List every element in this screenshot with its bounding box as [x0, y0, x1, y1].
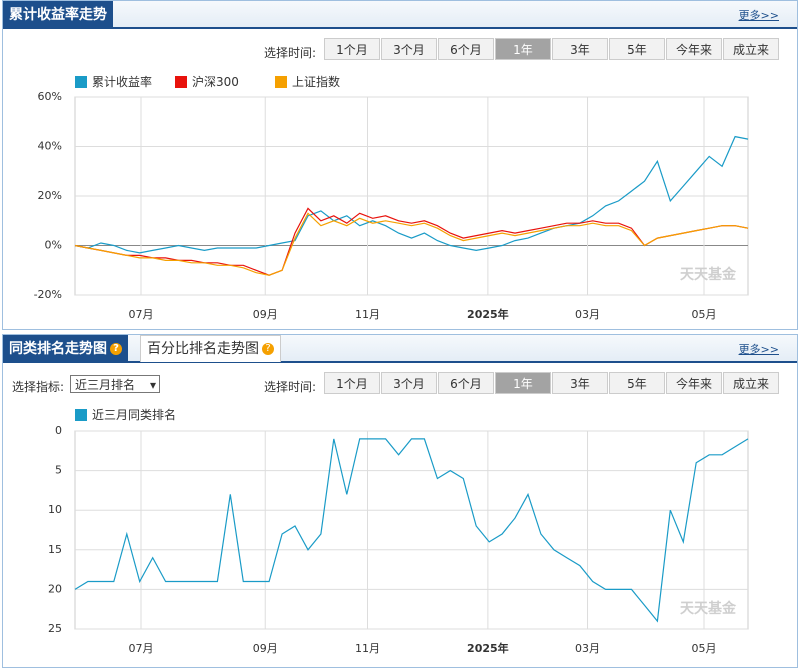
y-tick-label: 5: [55, 464, 62, 477]
panel-returns: 累计收益率走势 更多>>: [2, 0, 798, 330]
time-button[interactable]: 6个月: [438, 38, 494, 60]
indicator-select[interactable]: 近三月排名 ▾: [70, 375, 160, 393]
panel-rank: 同类排名走势图? 百分比排名走势图? 更多>>: [2, 334, 798, 668]
legend-swatch: [175, 75, 187, 88]
time-label: 选择时间:: [264, 46, 317, 60]
help-icon[interactable]: ?: [262, 343, 274, 355]
x-tick-label: 09月: [253, 642, 278, 655]
more-link[interactable]: 更多>>: [738, 9, 779, 22]
help-icon[interactable]: ?: [110, 343, 122, 355]
time-button[interactable]: 成立来: [723, 38, 779, 60]
x-tick-label: 05月: [691, 642, 716, 655]
legend-swatch: [75, 408, 87, 421]
select-arrow: ▾: [149, 378, 156, 392]
tab-percent[interactable]: 百分比排名走势图?: [140, 335, 281, 362]
y-tick-label: 40%: [38, 140, 62, 153]
x-tick-label: 07月: [129, 642, 154, 655]
legend-item[interactable]: 沪深300: [175, 73, 239, 90]
time-button[interactable]: 1年: [495, 372, 551, 394]
x-tick-label: 2025年: [467, 307, 509, 321]
tab-label: 同类排名走势图: [9, 341, 107, 357]
time-button[interactable]: 5年: [609, 38, 665, 60]
time-button[interactable]: 3年: [552, 372, 608, 394]
legend-label: 沪深300: [192, 75, 239, 89]
x-tick-label: 09月: [253, 308, 278, 321]
x-tick-label: 03月: [575, 308, 600, 321]
legend-label: 近三月同类排名: [92, 408, 177, 422]
watermark: 天天基金: [680, 266, 737, 283]
x-tick-label: 07月: [129, 308, 154, 321]
time-button[interactable]: 1个月: [324, 38, 380, 60]
time-button[interactable]: 成立来: [723, 372, 779, 394]
time-button[interactable]: 1个月: [324, 372, 380, 394]
y-tick-label: 0: [55, 424, 62, 437]
time-button[interactable]: 3个月: [381, 38, 437, 60]
time-button[interactable]: 6个月: [438, 372, 494, 394]
tab-label: 百分比排名走势图: [147, 341, 259, 357]
y-tick-label: 20: [48, 582, 62, 595]
legend-label: 上证指数: [292, 75, 341, 89]
plot-frame: [74, 430, 749, 630]
y-tick-label: 0%: [45, 239, 62, 252]
time-button[interactable]: 今年来: [666, 38, 722, 60]
time-button[interactable]: 3个月: [381, 372, 437, 394]
series-line: [74, 212, 749, 276]
x-tick-label: 03月: [575, 642, 600, 655]
legend-swatch: [75, 75, 87, 88]
y-tick-label: -20%: [34, 288, 62, 301]
watermark: 天天基金: [680, 600, 737, 617]
more-link[interactable]: 更多>>: [738, 343, 779, 356]
y-tick-label: 15: [48, 543, 62, 556]
y-tick-label: 25: [48, 622, 62, 635]
indicator-label: 选择指标:: [12, 380, 65, 394]
time-button[interactable]: 3年: [552, 38, 608, 60]
y-tick-label: 60%: [38, 90, 62, 103]
series-line: [74, 207, 749, 276]
time-button[interactable]: 1年: [495, 38, 551, 60]
time-button[interactable]: 5年: [609, 372, 665, 394]
panel-title: 累计收益率走势: [3, 1, 113, 29]
time-label: 选择时间:: [264, 380, 317, 394]
panel-header: [3, 335, 797, 363]
x-tick-label: 05月: [691, 308, 716, 321]
legend-swatch: [275, 75, 287, 88]
x-tick-label: 11月: [355, 642, 380, 655]
x-tick-label: 11月: [355, 308, 380, 321]
legend-item[interactable]: 上证指数: [275, 73, 340, 90]
legend-item[interactable]: 近三月同类排名: [75, 406, 176, 423]
y-tick-label: 10: [48, 503, 62, 516]
x-tick-label: 2025年: [467, 641, 509, 655]
panel-header: [3, 1, 797, 29]
time-button[interactable]: 今年来: [666, 372, 722, 394]
y-tick-label: 20%: [38, 189, 62, 202]
legend-item[interactable]: 累计收益率: [75, 73, 152, 90]
legend-label: 累计收益率: [92, 75, 153, 89]
series-line: [74, 135, 749, 254]
tab-rank[interactable]: 同类排名走势图?: [3, 335, 128, 363]
series-line: [74, 438, 749, 623]
select-value: 近三月排名: [75, 378, 136, 392]
